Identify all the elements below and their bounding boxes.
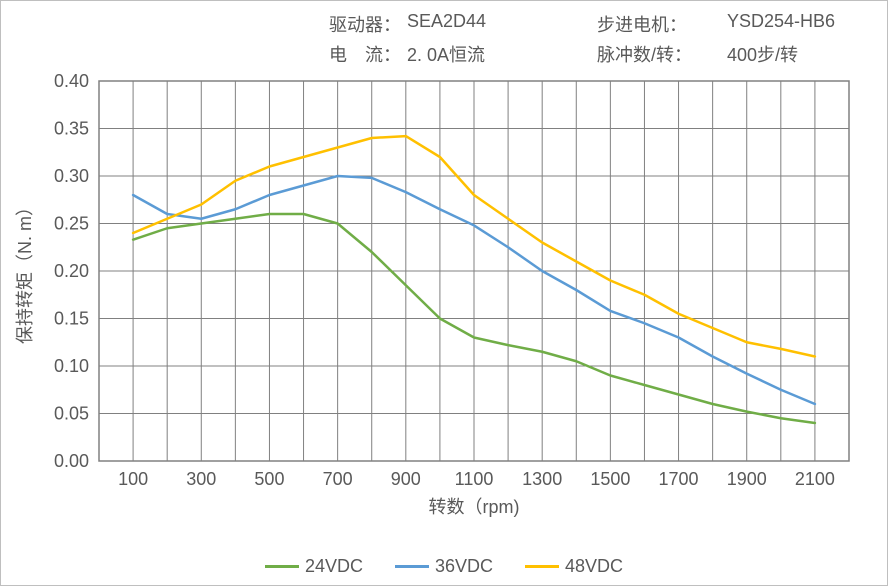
x-tick-label: 500 <box>254 469 284 489</box>
y-tick-label: 0.35 <box>54 119 89 139</box>
legend-label: 48VDC <box>565 556 623 577</box>
x-tick-label: 300 <box>186 469 216 489</box>
y-tick-label: 0.25 <box>54 214 89 234</box>
x-tick-label: 1700 <box>659 469 699 489</box>
legend-item-24VDC: 24VDC <box>265 556 363 577</box>
x-axis-label: 转数（rpm) <box>429 497 520 517</box>
x-tick-label: 700 <box>323 469 353 489</box>
y-tick-label: 0.40 <box>54 71 89 91</box>
y-tick-label: 0.10 <box>54 356 89 376</box>
legend-label: 36VDC <box>435 556 493 577</box>
legend: 24VDC 36VDC 48VDC <box>1 552 887 577</box>
y-tick-label: 0.30 <box>54 166 89 186</box>
x-tick-label: 1300 <box>522 469 562 489</box>
legend-item-36VDC: 36VDC <box>395 556 493 577</box>
x-tick-label: 1900 <box>727 469 767 489</box>
legend-label: 24VDC <box>305 556 363 577</box>
y-tick-label: 0.00 <box>54 451 89 471</box>
legend-swatch <box>265 565 299 568</box>
legend-item-48VDC: 48VDC <box>525 556 623 577</box>
x-tick-label: 2100 <box>795 469 835 489</box>
legend-swatch <box>525 565 559 568</box>
chart-container: 驱动器： SEA2D44 步进电机： YSD254-HB6 电 流： 2. 0A… <box>0 0 888 586</box>
x-tick-label: 100 <box>118 469 148 489</box>
y-tick-label: 0.15 <box>54 309 89 329</box>
legend-swatch <box>395 565 429 568</box>
x-tick-label: 900 <box>391 469 421 489</box>
x-tick-label: 1500 <box>590 469 630 489</box>
y-tick-label: 0.20 <box>54 261 89 281</box>
x-tick-label: 1100 <box>455 469 494 489</box>
line-chart: 100 300 500 700 900 1100 1300 1500 1700 1900 2100 0… <box>1 1 888 587</box>
y-axis-label: 保持转矩（N. m） <box>15 198 35 344</box>
y-tick-label: 0.05 <box>54 404 89 424</box>
